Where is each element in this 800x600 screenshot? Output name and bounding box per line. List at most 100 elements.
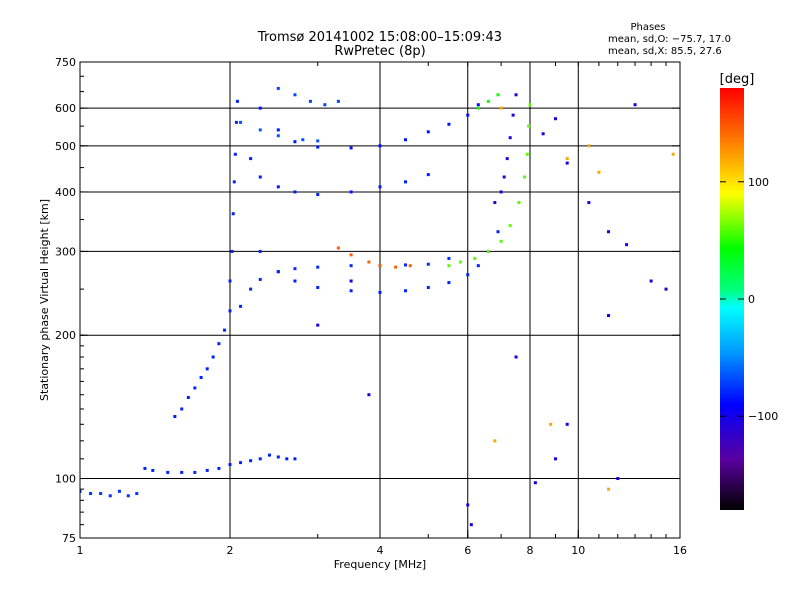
data-point: [378, 290, 382, 294]
data-point: [285, 457, 289, 461]
data-point: [234, 120, 238, 124]
data-point: [336, 246, 340, 250]
data-point: [426, 262, 430, 266]
data-point: [349, 190, 353, 194]
data-point: [403, 180, 407, 184]
data-point: [276, 185, 280, 189]
data-point: [458, 260, 462, 264]
colorbar-ticks: 100 0 −100: [720, 176, 778, 423]
x-axis-label: Frequency [MHz]: [334, 558, 426, 571]
data-point: [496, 93, 500, 97]
data-point: [671, 152, 675, 156]
y-tick-label: 300: [55, 245, 76, 258]
data-point: [476, 106, 480, 110]
data-point: [199, 376, 203, 380]
data-point: [447, 264, 451, 268]
data-point: [293, 267, 297, 271]
data-point: [528, 103, 532, 107]
y-tick-label: 750: [55, 56, 76, 69]
data-point: [607, 314, 611, 318]
data-point: [126, 494, 130, 498]
data-point: [205, 367, 209, 371]
stats-title: Phases: [630, 22, 665, 33]
data-point: [616, 477, 620, 481]
data-point: [466, 113, 470, 117]
data-point: [587, 144, 591, 148]
data-point: [276, 455, 280, 459]
x-tick-label: 6: [464, 544, 471, 557]
data-point: [378, 144, 382, 148]
x-tick-label: 8: [527, 544, 534, 557]
data-point: [394, 265, 398, 269]
data-point: [625, 243, 629, 247]
data-point: [293, 279, 297, 283]
data-point: [228, 463, 232, 467]
data-point: [293, 93, 297, 97]
colorbar-tick-label: 100: [748, 176, 769, 189]
data-point: [267, 453, 271, 457]
data-point: [173, 414, 177, 418]
data-point: [293, 190, 297, 194]
data-point: [301, 138, 305, 142]
data-point: [403, 289, 407, 293]
data-point: [514, 355, 518, 359]
data-point: [316, 193, 320, 197]
data-point: [597, 170, 601, 174]
data-point: [349, 264, 353, 268]
data-point: [378, 185, 382, 189]
data-point: [193, 386, 197, 390]
data-point: [499, 239, 503, 243]
data-point: [447, 122, 451, 126]
y-axis: 75 100 200 300 400 500 600 750: [55, 56, 680, 545]
data-point: [316, 285, 320, 289]
grid-lines: [80, 62, 680, 538]
data-point: [180, 407, 184, 411]
data-point: [502, 175, 506, 179]
data-point: [553, 117, 557, 121]
data-point: [476, 264, 480, 268]
data-point: [316, 265, 320, 269]
data-point: [276, 86, 280, 90]
colorbar-tick-label: −100: [748, 410, 778, 423]
data-point: [230, 249, 234, 253]
data-point: [239, 304, 243, 308]
data-point: [108, 494, 112, 498]
data-point: [276, 128, 280, 132]
data-point: [565, 422, 569, 426]
data-point: [649, 279, 653, 283]
data-point: [193, 470, 197, 474]
data-point: [633, 103, 637, 107]
data-point: [336, 99, 340, 103]
data-point: [151, 468, 155, 472]
data-point: [466, 503, 470, 507]
data-point: [80, 489, 82, 493]
data-point: [249, 157, 253, 161]
data-point: [607, 230, 611, 234]
y-tick-label: 600: [55, 102, 76, 115]
data-point: [228, 279, 232, 283]
data-point: [349, 279, 353, 283]
data-point: [228, 309, 232, 313]
data-point: [403, 138, 407, 142]
data-point: [499, 106, 503, 110]
chart-title: Tromsø 20141002 15:08:00–15:09:43: [257, 30, 502, 45]
data-point: [499, 190, 503, 194]
data-point: [447, 256, 451, 260]
y-tick-label: 400: [55, 186, 76, 199]
data-point: [211, 355, 215, 359]
data-point: [239, 461, 243, 465]
data-point: [403, 263, 407, 267]
data-point: [349, 253, 353, 257]
data-point: [217, 342, 221, 346]
data-point: [308, 99, 312, 103]
x-tick-label: 10: [571, 544, 585, 557]
data-point: [367, 393, 371, 397]
colorbar-tick-label: 0: [748, 293, 755, 306]
x-axis: 1 2 4 6 8 10 16: [77, 62, 687, 557]
data-point: [378, 264, 382, 268]
data-point: [476, 103, 480, 107]
chart-subtitle: RwPretec (8p): [334, 44, 425, 59]
y-tick-label: 100: [55, 473, 76, 486]
data-point: [276, 270, 280, 274]
